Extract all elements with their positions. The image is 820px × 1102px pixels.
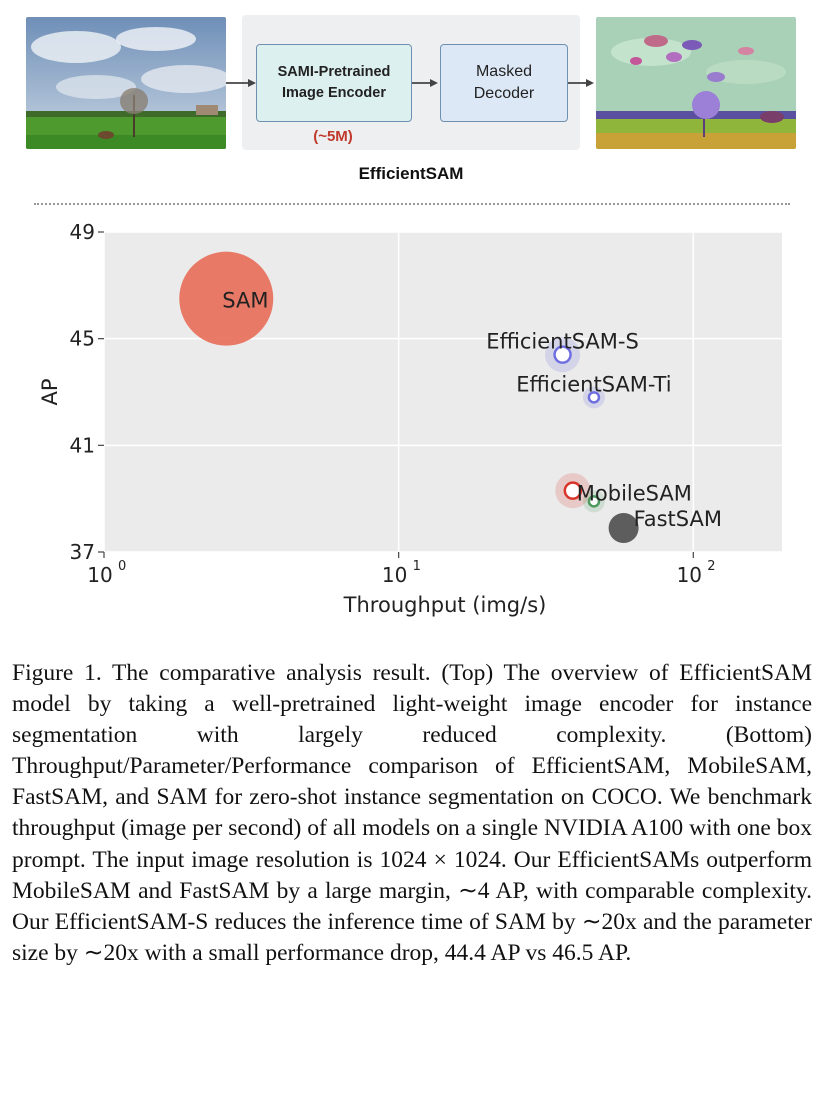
- y-tick-label: 41: [70, 433, 95, 457]
- point-efficientsam-ti: [587, 391, 601, 404]
- masked-decoder-block: Masked Decoder: [440, 44, 568, 122]
- point-efficientsam-s: [553, 345, 572, 364]
- x-axis-ticks: 10 0 10 1 10 2: [87, 552, 716, 587]
- input-image: [26, 17, 226, 149]
- label-fastsam: FastSAM: [634, 507, 722, 531]
- figure-caption: Figure 1. The comparative analysis resul…: [12, 660, 812, 966]
- decoder-line1: Masked: [475, 63, 532, 80]
- x-axis-label: Throughput (img/s): [343, 593, 547, 617]
- encoder-line2: Image Encoder: [282, 85, 386, 101]
- decoder-line2: Decoder: [473, 85, 535, 102]
- label-mobilesam: MobileSAM: [577, 482, 692, 506]
- x-tick-label: 10: [382, 563, 407, 587]
- x-tick-label: 10: [87, 563, 112, 587]
- param-count: (~5M): [313, 128, 353, 145]
- y-axis-ticks: 37 41 45 49: [70, 220, 104, 564]
- image-encoder-block: SAMI-Pretrained Image Encoder: [256, 44, 412, 122]
- throughput-ap-chart: 37 41 45 49 10 0 10 1 10 2 SAM EfficientSAM-S Effi…: [38, 220, 782, 617]
- flow-arrows: [226, 79, 594, 87]
- x-tick-label: 10: [677, 563, 702, 587]
- section-divider: [34, 203, 790, 205]
- data-labels: SAM EfficientSAM-S EfficientSAM-Ti MobileSA…: [222, 289, 722, 531]
- point-fastsam: [608, 513, 639, 543]
- data-points: [179, 251, 639, 543]
- x-tick-exponent: 1: [413, 559, 421, 574]
- label-efficientsam-ti: EfficientSAM-Ti: [516, 372, 671, 396]
- x-tick-exponent: 2: [707, 559, 715, 574]
- y-tick-label: 37: [70, 540, 95, 564]
- pipeline-title: EfficientSAM: [358, 164, 464, 183]
- encoder-line1: SAMI-Pretrained: [277, 64, 391, 80]
- segmented-output-image: [596, 17, 796, 149]
- label-efficientsam-s: EfficientSAM-S: [486, 330, 639, 354]
- point-mobilesam: [563, 481, 583, 500]
- y-tick-label: 45: [70, 327, 95, 351]
- label-sam: SAM: [222, 289, 268, 313]
- x-tick-exponent: 0: [118, 559, 126, 574]
- pipeline-figure: SAMI-Pretrained Image Encoder Masked Dec…: [0, 0, 820, 200]
- y-tick-label: 49: [70, 220, 95, 244]
- point-sam: [179, 251, 274, 346]
- y-axis-label: AP: [38, 378, 62, 405]
- point-unlabeled: [587, 495, 601, 508]
